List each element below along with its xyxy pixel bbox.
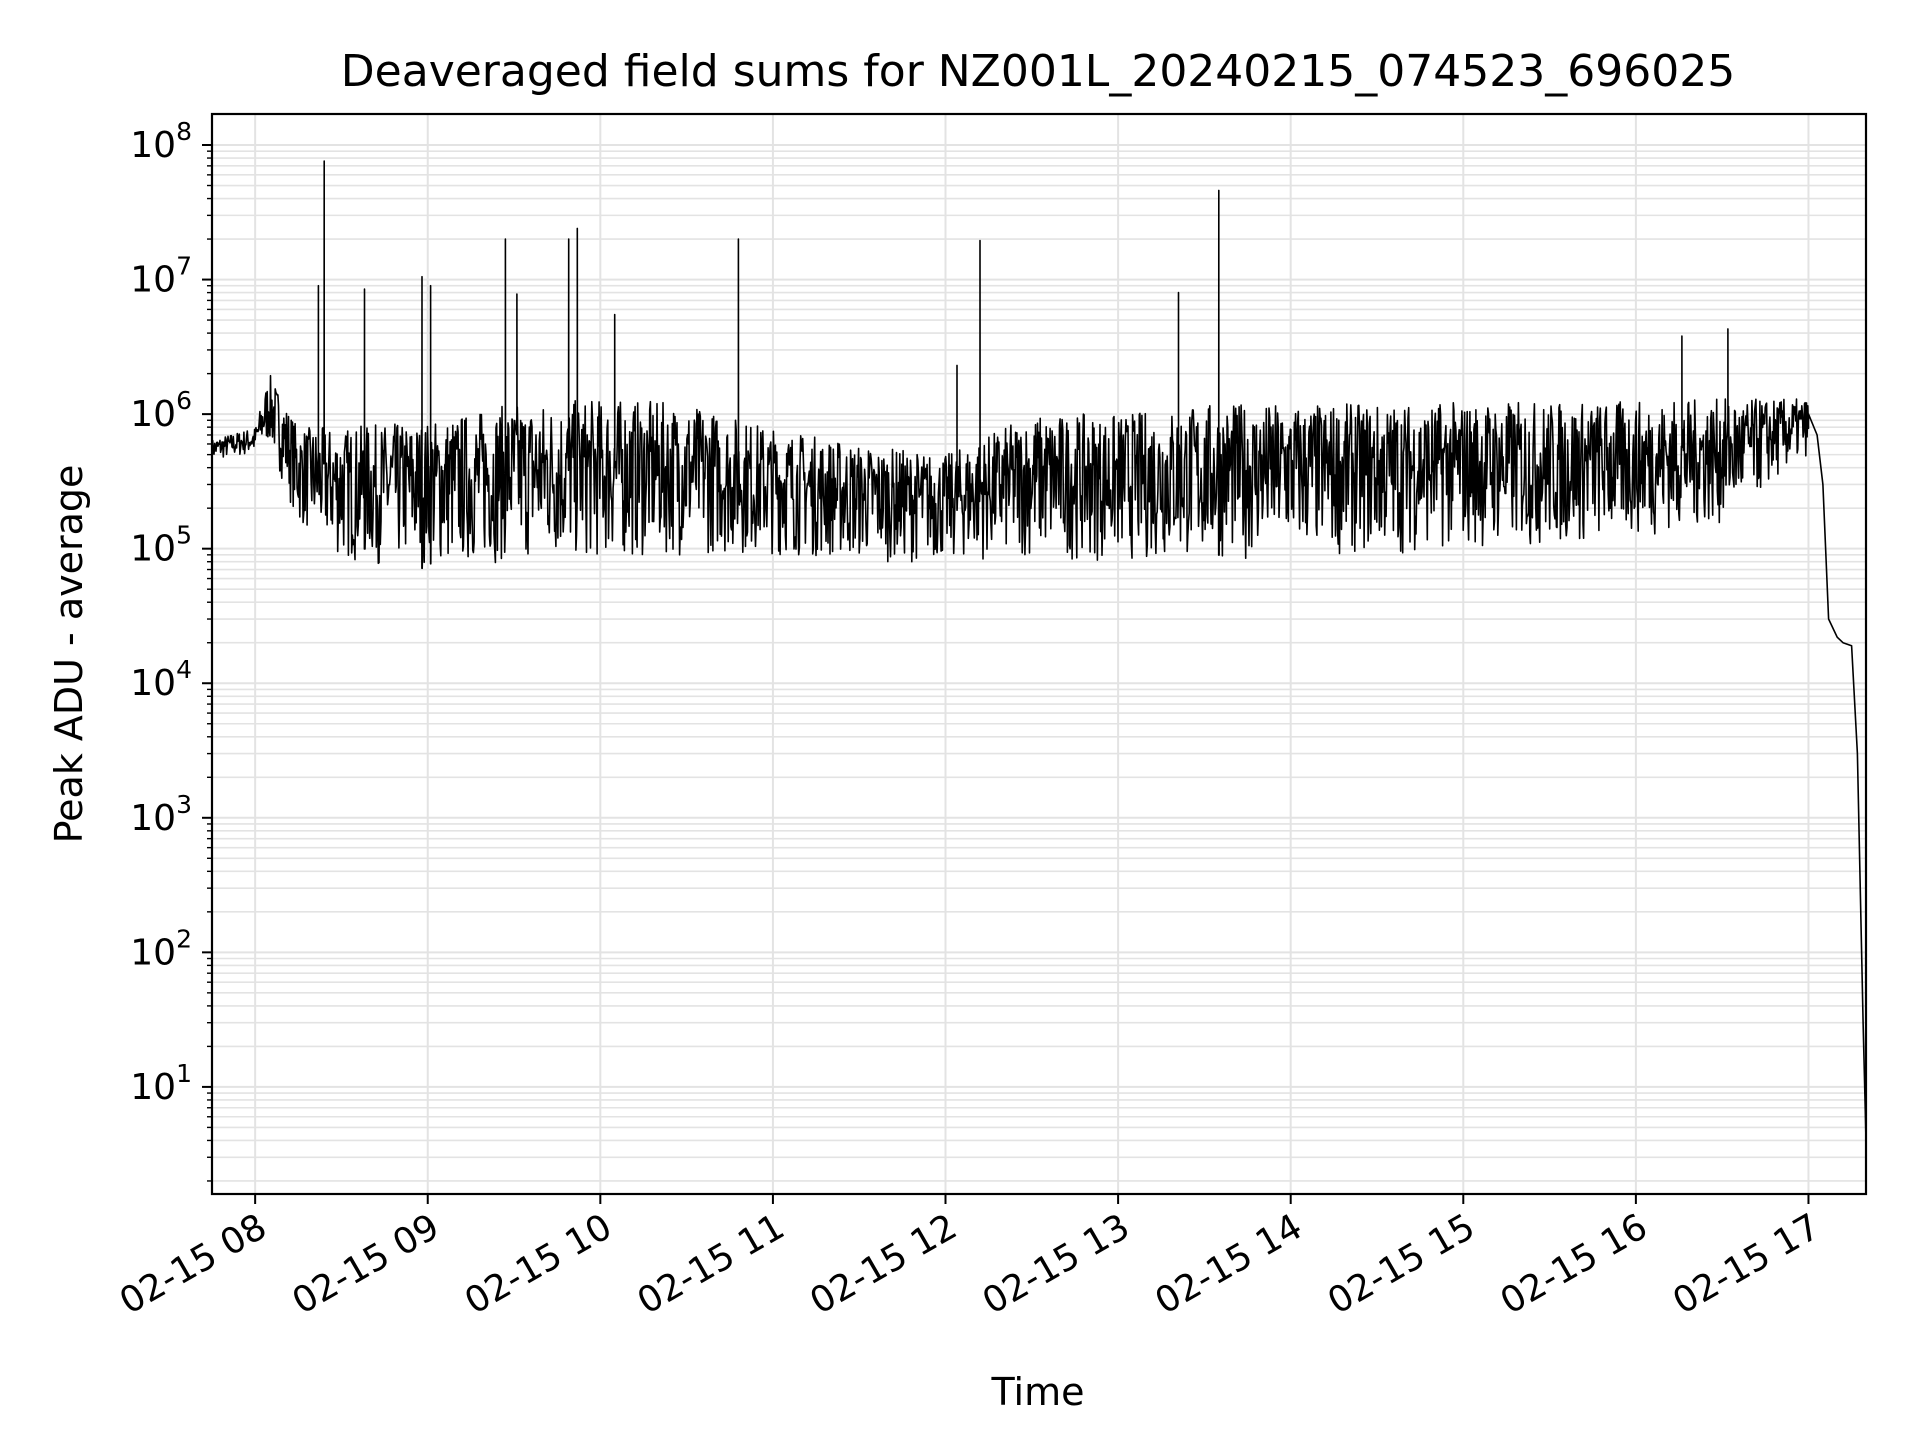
grid-lines <box>212 114 1866 1194</box>
plot-area <box>210 112 1868 1196</box>
y-tick-label: 106 <box>130 386 192 435</box>
x-axis-label: Time <box>991 1370 1085 1414</box>
y-axis: 101 102 103 104 105 106 107 108 <box>130 117 212 1182</box>
y-tick-label: 107 <box>130 252 192 301</box>
plot-frame <box>210 112 1868 1196</box>
y-tick-label: 101 <box>130 1059 192 1108</box>
series-line <box>212 160 1866 1141</box>
plot-background <box>212 114 1866 1194</box>
y-tick-label: 108 <box>130 117 192 166</box>
y-tick-label: 102 <box>130 924 192 973</box>
y-tick-label: 104 <box>130 655 192 704</box>
y-tick-label: 105 <box>130 521 192 570</box>
chart-title: Deaveraged field sums for NZ001L_2024021… <box>341 46 1735 97</box>
y-tick-label: 103 <box>130 790 192 839</box>
y-axis-label: Peak ADU - average <box>47 465 91 844</box>
